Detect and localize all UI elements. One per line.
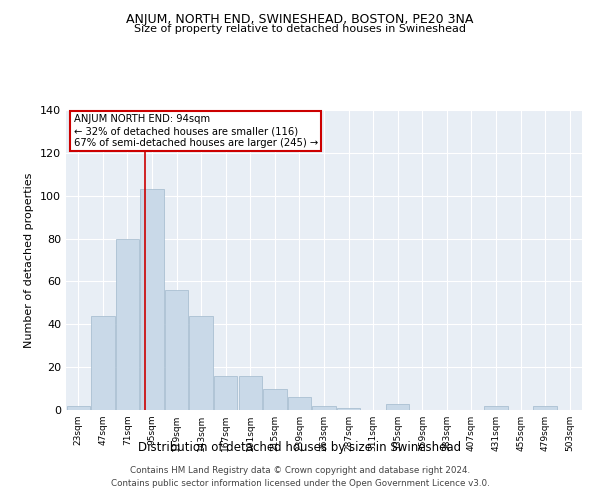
Text: ANJUM NORTH END: 94sqm
← 32% of detached houses are smaller (116)
67% of semi-de: ANJUM NORTH END: 94sqm ← 32% of detached… bbox=[74, 114, 318, 148]
Bar bbox=[190, 316, 213, 410]
Bar bbox=[533, 406, 557, 410]
Bar bbox=[337, 408, 360, 410]
Text: ANJUM, NORTH END, SWINESHEAD, BOSTON, PE20 3NA: ANJUM, NORTH END, SWINESHEAD, BOSTON, PE… bbox=[127, 12, 473, 26]
Bar bbox=[91, 316, 115, 410]
Text: Size of property relative to detached houses in Swineshead: Size of property relative to detached ho… bbox=[134, 24, 466, 34]
Bar bbox=[214, 376, 238, 410]
Bar bbox=[288, 397, 311, 410]
Y-axis label: Number of detached properties: Number of detached properties bbox=[25, 172, 34, 348]
Bar bbox=[386, 404, 409, 410]
Bar bbox=[313, 406, 335, 410]
Bar bbox=[239, 376, 262, 410]
Text: Contains HM Land Registry data © Crown copyright and database right 2024.
Contai: Contains HM Land Registry data © Crown c… bbox=[110, 466, 490, 487]
Bar bbox=[116, 238, 139, 410]
Bar bbox=[484, 406, 508, 410]
Bar bbox=[140, 190, 164, 410]
Bar bbox=[67, 406, 90, 410]
Text: Distribution of detached houses by size in Swineshead: Distribution of detached houses by size … bbox=[139, 441, 461, 454]
Bar bbox=[263, 388, 287, 410]
Bar bbox=[165, 290, 188, 410]
